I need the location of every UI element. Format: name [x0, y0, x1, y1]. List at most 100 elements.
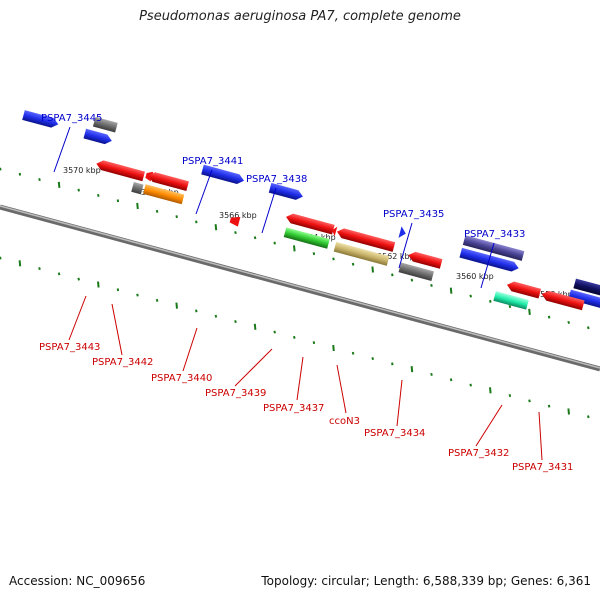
minor-tick: [312, 252, 316, 256]
gene-label-PSPA7_3432[interactable]: PSPA7_3432: [448, 448, 509, 459]
gene-arrow-forward[interactable]: [268, 182, 304, 202]
gene-arrow-reverse[interactable]: [540, 289, 585, 311]
major-tick: [528, 308, 531, 315]
gene-label-ccoN3[interactable]: ccoN3: [329, 416, 360, 427]
minor-tick: [18, 172, 22, 176]
gene-arrow-reverse[interactable]: [333, 241, 390, 266]
minor-tick: [155, 209, 159, 213]
gene-label-PSPA7_3433[interactable]: PSPA7_3433: [464, 229, 525, 240]
gene-label-PSPA7_3443[interactable]: PSPA7_3443: [39, 342, 100, 353]
gene-label-PSPA7_3445[interactable]: PSPA7_3445: [41, 113, 102, 124]
minor-tick: [587, 326, 590, 330]
gene-arrow-reverse[interactable]: [95, 159, 145, 182]
tick-track-top: [0, 167, 590, 330]
major-tick: [332, 344, 335, 352]
minor-tick: [587, 415, 590, 419]
leader-lines-top: [53, 126, 495, 289]
gene-label-PSPA7_3435[interactable]: PSPA7_3435: [383, 209, 444, 220]
minor-tick: [155, 298, 159, 302]
minor-tick: [116, 288, 120, 292]
gene-arrow-forward[interactable]: [462, 235, 525, 261]
gene-label-PSPA7_3431[interactable]: PSPA7_3431: [512, 462, 573, 473]
minor-tick: [38, 178, 41, 182]
major-tick: [253, 323, 257, 330]
minor-tick: [351, 262, 355, 266]
gene-arrow-reverse[interactable]: [143, 184, 185, 205]
gene-arrow-reverse[interactable]: [229, 215, 241, 227]
major-tick: [567, 408, 570, 415]
minor-tick: [351, 351, 355, 355]
gene-arrow-reverse[interactable]: [147, 171, 189, 192]
minor-tick: [97, 193, 100, 197]
minor-tick: [547, 404, 551, 408]
minor-tick: [449, 378, 453, 382]
minor-tick: [234, 231, 237, 235]
gene-label-PSPA7_3439[interactable]: PSPA7_3439: [205, 388, 266, 399]
gene-label-PSPA7_3441[interactable]: PSPA7_3441: [182, 156, 243, 167]
minor-tick: [489, 299, 492, 303]
major-tick: [175, 302, 178, 309]
minor-tick: [508, 394, 512, 398]
major-tick: [136, 202, 139, 210]
accession-text: Accession: NC_009656: [9, 574, 146, 588]
genome-summary-text: Topology: circular; Length: 6,588,339 bp…: [261, 574, 591, 588]
gene-arrow-forward[interactable]: [92, 116, 118, 133]
minor-tick: [273, 330, 276, 334]
gene-arrow-forward[interactable]: [568, 289, 600, 315]
minor-tick: [234, 320, 237, 324]
gene-arrow-forward[interactable]: [201, 164, 245, 186]
minor-tick: [430, 283, 433, 287]
minor-tick: [293, 335, 296, 339]
minor-tick: [567, 320, 570, 324]
gene-arrow-reverse[interactable]: [331, 226, 338, 237]
major-tick: [214, 224, 218, 231]
minor-tick: [312, 341, 316, 345]
gene-label-PSPA7_3442[interactable]: PSPA7_3442: [92, 357, 153, 368]
major-tick: [57, 181, 61, 188]
minor-tick: [0, 167, 2, 171]
genome-backbone: [0, 204, 600, 372]
minor-tick: [195, 220, 198, 224]
gene-arrow-reverse[interactable]: [336, 227, 396, 252]
major-tick: [489, 387, 492, 394]
tick-track-bottom: [0, 256, 590, 419]
minor-tick: [508, 305, 512, 309]
gene-arrow-reverse[interactable]: [283, 227, 330, 249]
minor-tick: [195, 309, 198, 313]
genome-backbone-highlight: [0, 205, 600, 369]
gene-arrow-reverse[interactable]: [285, 212, 335, 235]
minor-tick: [528, 399, 531, 403]
minor-tick: [0, 256, 2, 260]
minor-tick: [391, 273, 394, 277]
minor-tick: [253, 236, 257, 240]
gene-label-PSPA7_3440[interactable]: PSPA7_3440: [151, 373, 212, 384]
minor-tick: [116, 199, 120, 203]
gene-arrow-forward[interactable]: [22, 110, 59, 129]
gene-arrow-forward[interactable]: [398, 226, 407, 239]
tick-label-3570: 3570 kbp: [63, 166, 101, 175]
minor-tick: [469, 383, 472, 387]
gene-arrow-reverse[interactable]: [131, 182, 144, 195]
minor-tick: [332, 257, 335, 261]
minor-tick: [430, 372, 433, 376]
gene-label-PSPA7_3438[interactable]: PSPA7_3438: [246, 174, 307, 185]
gene-label-PSPA7_3434[interactable]: PSPA7_3434: [364, 428, 425, 439]
minor-tick: [38, 267, 41, 271]
gene-arrow-reverse[interactable]: [398, 262, 434, 281]
tick-label-3560: 3560 kbp: [456, 272, 494, 281]
major-tick: [293, 245, 296, 252]
gene-label-PSPA7_3437[interactable]: PSPA7_3437: [263, 403, 324, 414]
minor-tick: [391, 362, 394, 366]
gene-arrow-forward[interactable]: [573, 278, 600, 303]
gene-arrow-forward[interactable]: [83, 128, 113, 146]
tick-label-3562: 3562 kbp: [377, 252, 415, 261]
gene-arrow-reverse[interactable]: [407, 250, 443, 269]
minor-tick: [57, 272, 61, 276]
gene-arrow-reverse[interactable]: [493, 291, 529, 310]
minor-tick: [77, 277, 80, 281]
gene-arrow-reverse[interactable]: [506, 280, 542, 299]
minor-tick: [175, 215, 178, 219]
minor-tick: [273, 241, 276, 245]
minor-tick: [547, 315, 551, 319]
